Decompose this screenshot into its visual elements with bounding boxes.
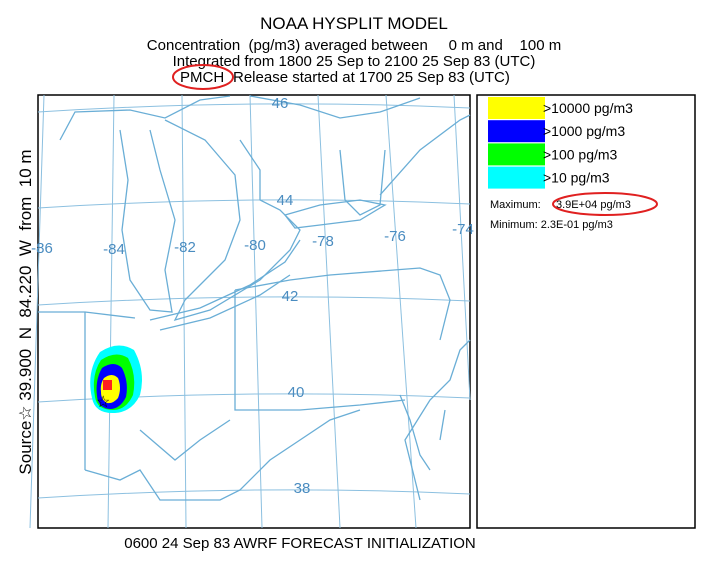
lake-superior-shore xyxy=(59,95,421,141)
longitude-label: -76 xyxy=(384,228,406,245)
longitude-label: -84 xyxy=(103,241,125,258)
species: PMCH xyxy=(180,69,224,86)
longitude-label: -74 xyxy=(452,221,474,238)
longitude-line xyxy=(249,94,263,529)
source-label: Source☆ 39.900 N 84.220 W from 10 m xyxy=(16,149,35,474)
state-border xyxy=(84,409,361,501)
legend-swatch xyxy=(488,143,545,166)
maximum-value: 3.9E+04 pg/m3 xyxy=(556,199,631,211)
source-marker: ☆ xyxy=(96,394,110,411)
latitude-label: 46 xyxy=(272,95,289,112)
longitude-line xyxy=(453,94,471,401)
minimum-label: Minimum: 2.3E-01 pg/m3 xyxy=(490,219,613,231)
state-border xyxy=(339,149,386,216)
latitude-label: 44 xyxy=(277,192,294,209)
lake-michigan xyxy=(119,129,176,313)
longitude-label: -82 xyxy=(174,239,196,256)
map-frame xyxy=(37,94,471,529)
annotation-circle xyxy=(172,64,234,90)
header-line: Concentration (pg/m3) averaged between 0… xyxy=(147,37,561,54)
chesapeake-bay xyxy=(399,394,446,471)
legend-label: >1000 pg/m3 xyxy=(543,123,625,139)
state-border xyxy=(38,311,136,470)
longitude-line xyxy=(29,94,45,529)
state-borders xyxy=(38,149,451,501)
st-lawrence xyxy=(379,114,471,196)
state-border xyxy=(234,267,451,411)
legend: >10000 pg/m3 >1000 pg/m3 >100 pg/m3 >10 pg/… xyxy=(488,97,633,189)
annotation-circle xyxy=(552,192,658,216)
longitude-label: -78 xyxy=(312,233,334,250)
coastlines xyxy=(59,95,471,501)
latitude-label: 42 xyxy=(282,288,299,305)
map-graticule xyxy=(29,94,471,529)
release-line: Release started at 1700 25 Sep 83 (UTC) xyxy=(233,69,510,86)
longitude-line xyxy=(107,94,115,529)
longitude-line xyxy=(317,94,341,529)
legend-swatch xyxy=(488,97,545,119)
header-line: Integrated from 1800 25 Sep to 2100 25 S… xyxy=(173,53,536,70)
lake-huron-erie xyxy=(164,119,301,322)
longitude-label: -86 xyxy=(31,240,53,257)
legend-swatch xyxy=(488,166,545,189)
title: NOAA HYSPLIT MODEL xyxy=(260,14,448,33)
concentration-plume xyxy=(90,345,142,414)
latitude-line xyxy=(37,199,471,209)
legend-label: >10 pg/m3 xyxy=(543,170,610,186)
longitude-label: -80 xyxy=(244,237,266,254)
latitude-label: 38 xyxy=(294,480,311,497)
longitude-line xyxy=(385,94,417,529)
legend-label: >100 pg/m3 xyxy=(543,146,618,162)
footer: 0600 24 Sep 83 AWRF FORECAST INITIALIZAT… xyxy=(124,535,476,552)
plume-peak xyxy=(103,380,112,390)
atlantic-coast xyxy=(404,339,471,501)
lake-ontario xyxy=(283,199,387,229)
latitude-label: 40 xyxy=(288,384,305,401)
latitude-line xyxy=(37,103,471,113)
maximum-label: Maximum: xyxy=(490,199,541,211)
legend-label: >10000 pg/m3 xyxy=(543,100,633,116)
legend-swatch xyxy=(488,120,545,143)
